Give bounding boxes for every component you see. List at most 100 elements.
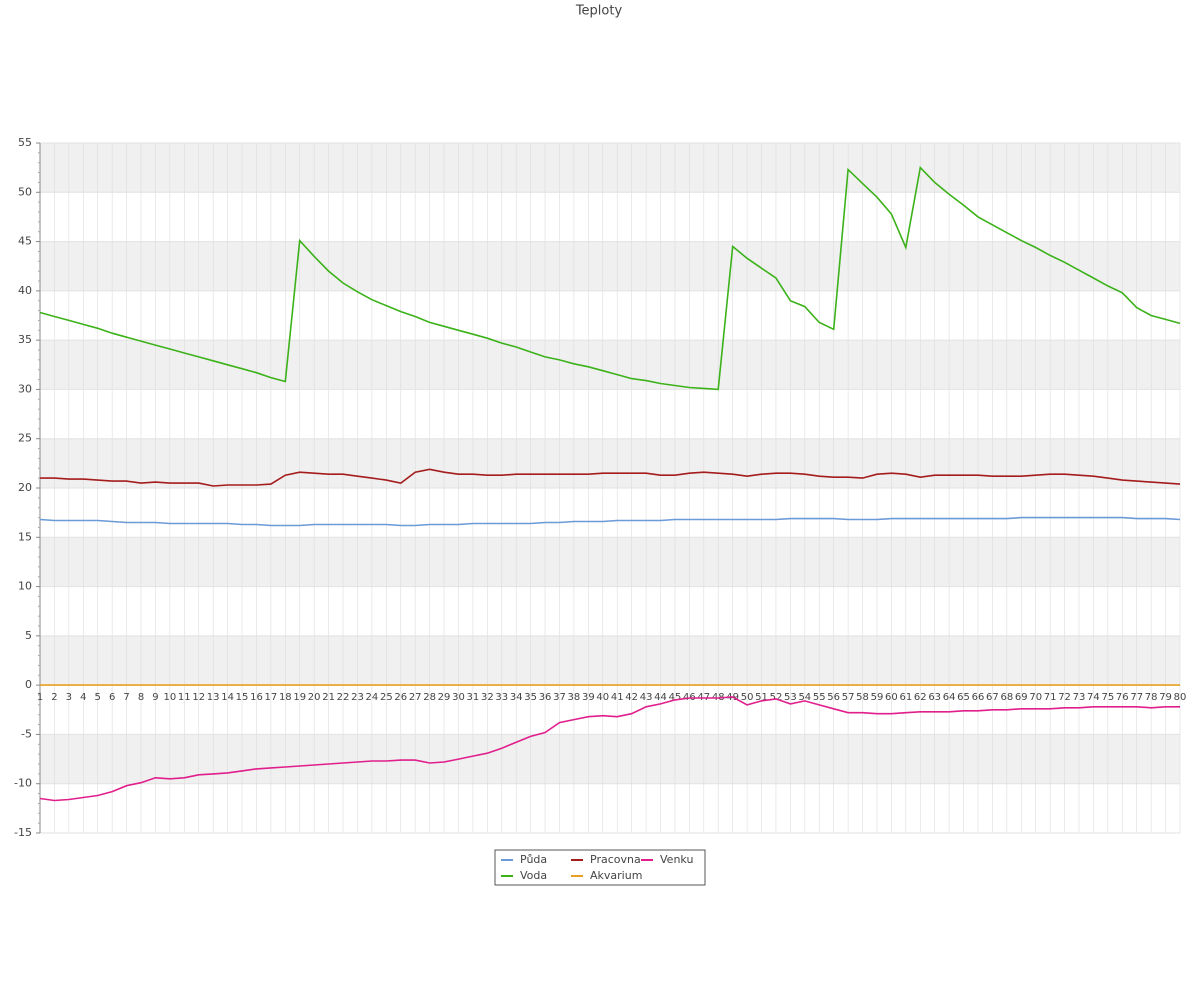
grid-band (40, 340, 1180, 390)
x-tick-label: 10 (164, 692, 177, 703)
grid-band (40, 635, 1180, 686)
x-tick-label: 24 (366, 692, 379, 703)
x-tick-label: 16 (250, 692, 263, 703)
x-tick-label: 55 (813, 692, 826, 703)
x-tick-label: 35 (524, 692, 537, 703)
x-tick-label: 11 (178, 692, 191, 703)
x-tick-label: 61 (899, 692, 912, 703)
series-line (39, 696, 1180, 802)
y-tick-label: 50 (18, 185, 32, 198)
x-tick-label: 66 (972, 692, 985, 703)
x-tick-label: 29 (438, 692, 451, 703)
x-tick-label: 12 (192, 692, 205, 703)
x-tick-label: 21 (322, 692, 335, 703)
x-tick-label: 67 (986, 692, 999, 703)
y-tick-label: 15 (18, 530, 32, 543)
y-tick-label: 5 (25, 629, 32, 642)
legend-label: Akvarium (590, 869, 642, 882)
x-tick-label: 5 (95, 692, 101, 703)
x-tick-label: 32 (481, 692, 494, 703)
x-tick-label: 37 (553, 692, 566, 703)
y-tick-label: -10 (14, 777, 32, 790)
x-tick-label: 20 (308, 692, 321, 703)
x-tick-label: 57 (842, 692, 855, 703)
x-tick-label: 23 (351, 692, 364, 703)
x-tick-label: 78 (1145, 692, 1158, 703)
legend-label: Venku (660, 853, 693, 866)
y-tick-label: 0 (25, 678, 32, 691)
x-tick-label: 17 (265, 692, 278, 703)
x-tick-label: 26 (394, 692, 407, 703)
grid-band (40, 438, 1180, 488)
x-tick-label: 51 (755, 692, 768, 703)
x-tick-label: 62 (914, 692, 927, 703)
legend-label: Voda (520, 869, 547, 882)
x-tick-label: 6 (109, 692, 115, 703)
x-tick-label: 80 (1174, 692, 1187, 703)
x-tick-label: 15 (236, 692, 249, 703)
x-tick-label: 19 (293, 692, 306, 703)
x-tick-label: 59 (871, 692, 884, 703)
x-tick-label: 68 (1000, 692, 1013, 703)
x-tick-label: 65 (957, 692, 970, 703)
x-tick-label: 75 (1101, 692, 1114, 703)
x-tick-label: 63 (928, 692, 941, 703)
series-line (39, 516, 1181, 527)
x-tick-label: 56 (827, 692, 840, 703)
y-tick-label: 25 (18, 432, 32, 445)
x-tick-label: 30 (452, 692, 465, 703)
y-tick-label: 10 (18, 580, 32, 593)
x-tick-label: 70 (1029, 692, 1042, 703)
x-tick-label: 40 (596, 692, 609, 703)
x-tick-label: 64 (943, 692, 956, 703)
x-tick-label: 22 (337, 692, 350, 703)
x-tick-label: 33 (495, 692, 508, 703)
x-tick-label: 3 (66, 692, 72, 703)
x-tick-label: 69 (1015, 692, 1028, 703)
x-tick-label: 4 (80, 692, 86, 703)
series-line (39, 165, 1181, 391)
x-tick-label: 1 (37, 692, 43, 703)
grid-band (40, 143, 1180, 193)
x-tick-label: 9 (152, 692, 158, 703)
x-tick-label: 42 (625, 692, 638, 703)
y-tick-label: -15 (14, 826, 32, 839)
x-tick-label: 36 (539, 692, 552, 703)
y-tick-label: 55 (18, 136, 32, 149)
x-tick-label: 41 (611, 692, 624, 703)
x-tick-label: 73 (1073, 692, 1086, 703)
x-tick-label: 76 (1116, 692, 1129, 703)
series-line (40, 468, 1181, 487)
grid-band (40, 734, 1180, 784)
grid-band (40, 241, 1180, 291)
x-tick-label: 28 (423, 692, 436, 703)
x-tick-label: 8 (138, 692, 144, 703)
x-tick-label: 27 (409, 692, 422, 703)
x-tick-label: 60 (885, 692, 898, 703)
legend-box (494, 849, 706, 886)
x-tick-label: 38 (568, 692, 581, 703)
x-tick-label: 54 (798, 692, 811, 703)
x-tick-label: 44 (654, 692, 667, 703)
chart-title: Teploty (575, 4, 623, 19)
x-tick-label: 45 (669, 692, 682, 703)
y-tick-label: 40 (18, 284, 32, 297)
legend-label: Půda (520, 853, 547, 866)
x-tick-label: 77 (1130, 692, 1143, 703)
x-tick-label: 31 (467, 692, 480, 703)
x-tick-label: 2 (51, 692, 57, 703)
x-tick-label: 58 (856, 692, 869, 703)
grid-band (40, 537, 1180, 587)
x-tick-label: 25 (380, 692, 393, 703)
x-tick-label: 13 (207, 692, 220, 703)
y-tick-label: 20 (18, 481, 32, 494)
x-tick-label: 53 (784, 692, 797, 703)
x-tick-label: 52 (770, 692, 783, 703)
x-tick-label: 39 (582, 692, 595, 703)
y-tick-label: -5 (21, 727, 32, 740)
legend-label: Pracovna (590, 853, 641, 866)
x-tick-label: 14 (221, 692, 234, 703)
x-tick-label: 7 (123, 692, 129, 703)
x-tick-label: 43 (640, 692, 653, 703)
